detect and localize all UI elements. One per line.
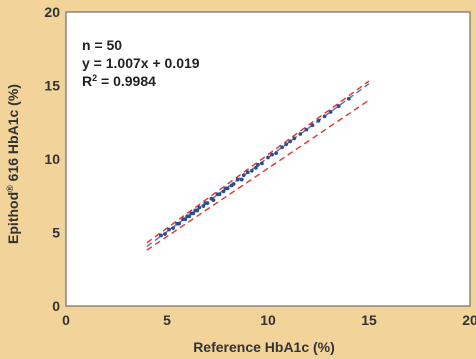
data-point <box>201 204 206 208</box>
data-point <box>241 173 246 178</box>
data-point <box>256 162 260 167</box>
r2-prefix: R <box>82 73 92 89</box>
data-point <box>231 182 236 186</box>
data-point <box>274 151 278 156</box>
data-point <box>260 161 264 166</box>
data-point <box>322 114 327 119</box>
data-point <box>195 208 200 213</box>
y-axis-label-registered: ® <box>5 185 15 192</box>
annotation-n: n = 50 <box>82 37 122 53</box>
data-point <box>183 217 188 222</box>
confidence-lower-line <box>146 99 370 251</box>
y-tick-label: 0 <box>52 298 60 314</box>
data-point <box>284 142 289 147</box>
data-point <box>187 214 192 219</box>
annotation-equation: y = 1.007x + 0.019 <box>82 55 200 71</box>
x-tick-label: 20 <box>462 312 476 328</box>
r2-superscript: 2 <box>92 73 97 83</box>
data-point <box>191 211 196 216</box>
data-point <box>292 136 297 141</box>
data-point <box>328 110 333 114</box>
annotation-r-squared: R2 = 0.9984 <box>82 73 156 89</box>
data-point <box>239 177 244 182</box>
y-axis-label: Epithod® 616 HbA1c (%) <box>5 84 21 244</box>
y-tick-label: 5 <box>52 225 60 241</box>
y-tick-label: 10 <box>44 151 60 167</box>
data-point <box>171 226 175 230</box>
data-point <box>235 177 240 182</box>
data-point <box>221 189 226 194</box>
confidence-band-lines <box>146 80 370 251</box>
data-point <box>249 168 254 173</box>
data-point <box>316 118 321 123</box>
x-tick-label: 10 <box>260 312 276 328</box>
data-point <box>270 152 274 157</box>
x-tick-label: 15 <box>361 312 377 328</box>
confidence-upper-line <box>146 80 370 244</box>
data-point <box>167 227 171 232</box>
data-point <box>304 127 309 132</box>
data-point <box>163 232 167 236</box>
data-point <box>346 96 351 101</box>
data-point <box>197 205 202 210</box>
y-tick-label: 15 <box>44 78 60 94</box>
data-point <box>288 139 293 144</box>
y-axis-ticks: 0 5 10 15 20 <box>44 4 60 314</box>
x-axis-label: Reference HbA1c (%) <box>193 339 335 355</box>
y-tick-label: 20 <box>44 4 60 20</box>
data-point <box>310 123 315 128</box>
data-point <box>177 221 182 226</box>
data-point <box>266 155 270 160</box>
data-point <box>159 233 163 238</box>
y-axis-label-rest: 616 HbA1c (%) <box>5 84 21 185</box>
r2-value: = 0.9984 <box>97 73 156 89</box>
data-point <box>225 186 230 191</box>
x-tick-label: 5 <box>163 312 171 328</box>
data-points <box>159 96 351 238</box>
data-point <box>280 145 285 150</box>
x-axis-ticks: 0 5 10 15 20 <box>62 312 476 328</box>
data-point <box>205 201 210 206</box>
data-point <box>298 132 303 136</box>
data-point <box>211 198 216 203</box>
x-tick-label: 0 <box>62 312 70 328</box>
data-point <box>253 165 258 170</box>
data-point <box>336 104 341 108</box>
y-axis-label-brand: Epithod <box>5 192 21 244</box>
data-point <box>217 192 222 197</box>
data-point <box>245 170 250 175</box>
